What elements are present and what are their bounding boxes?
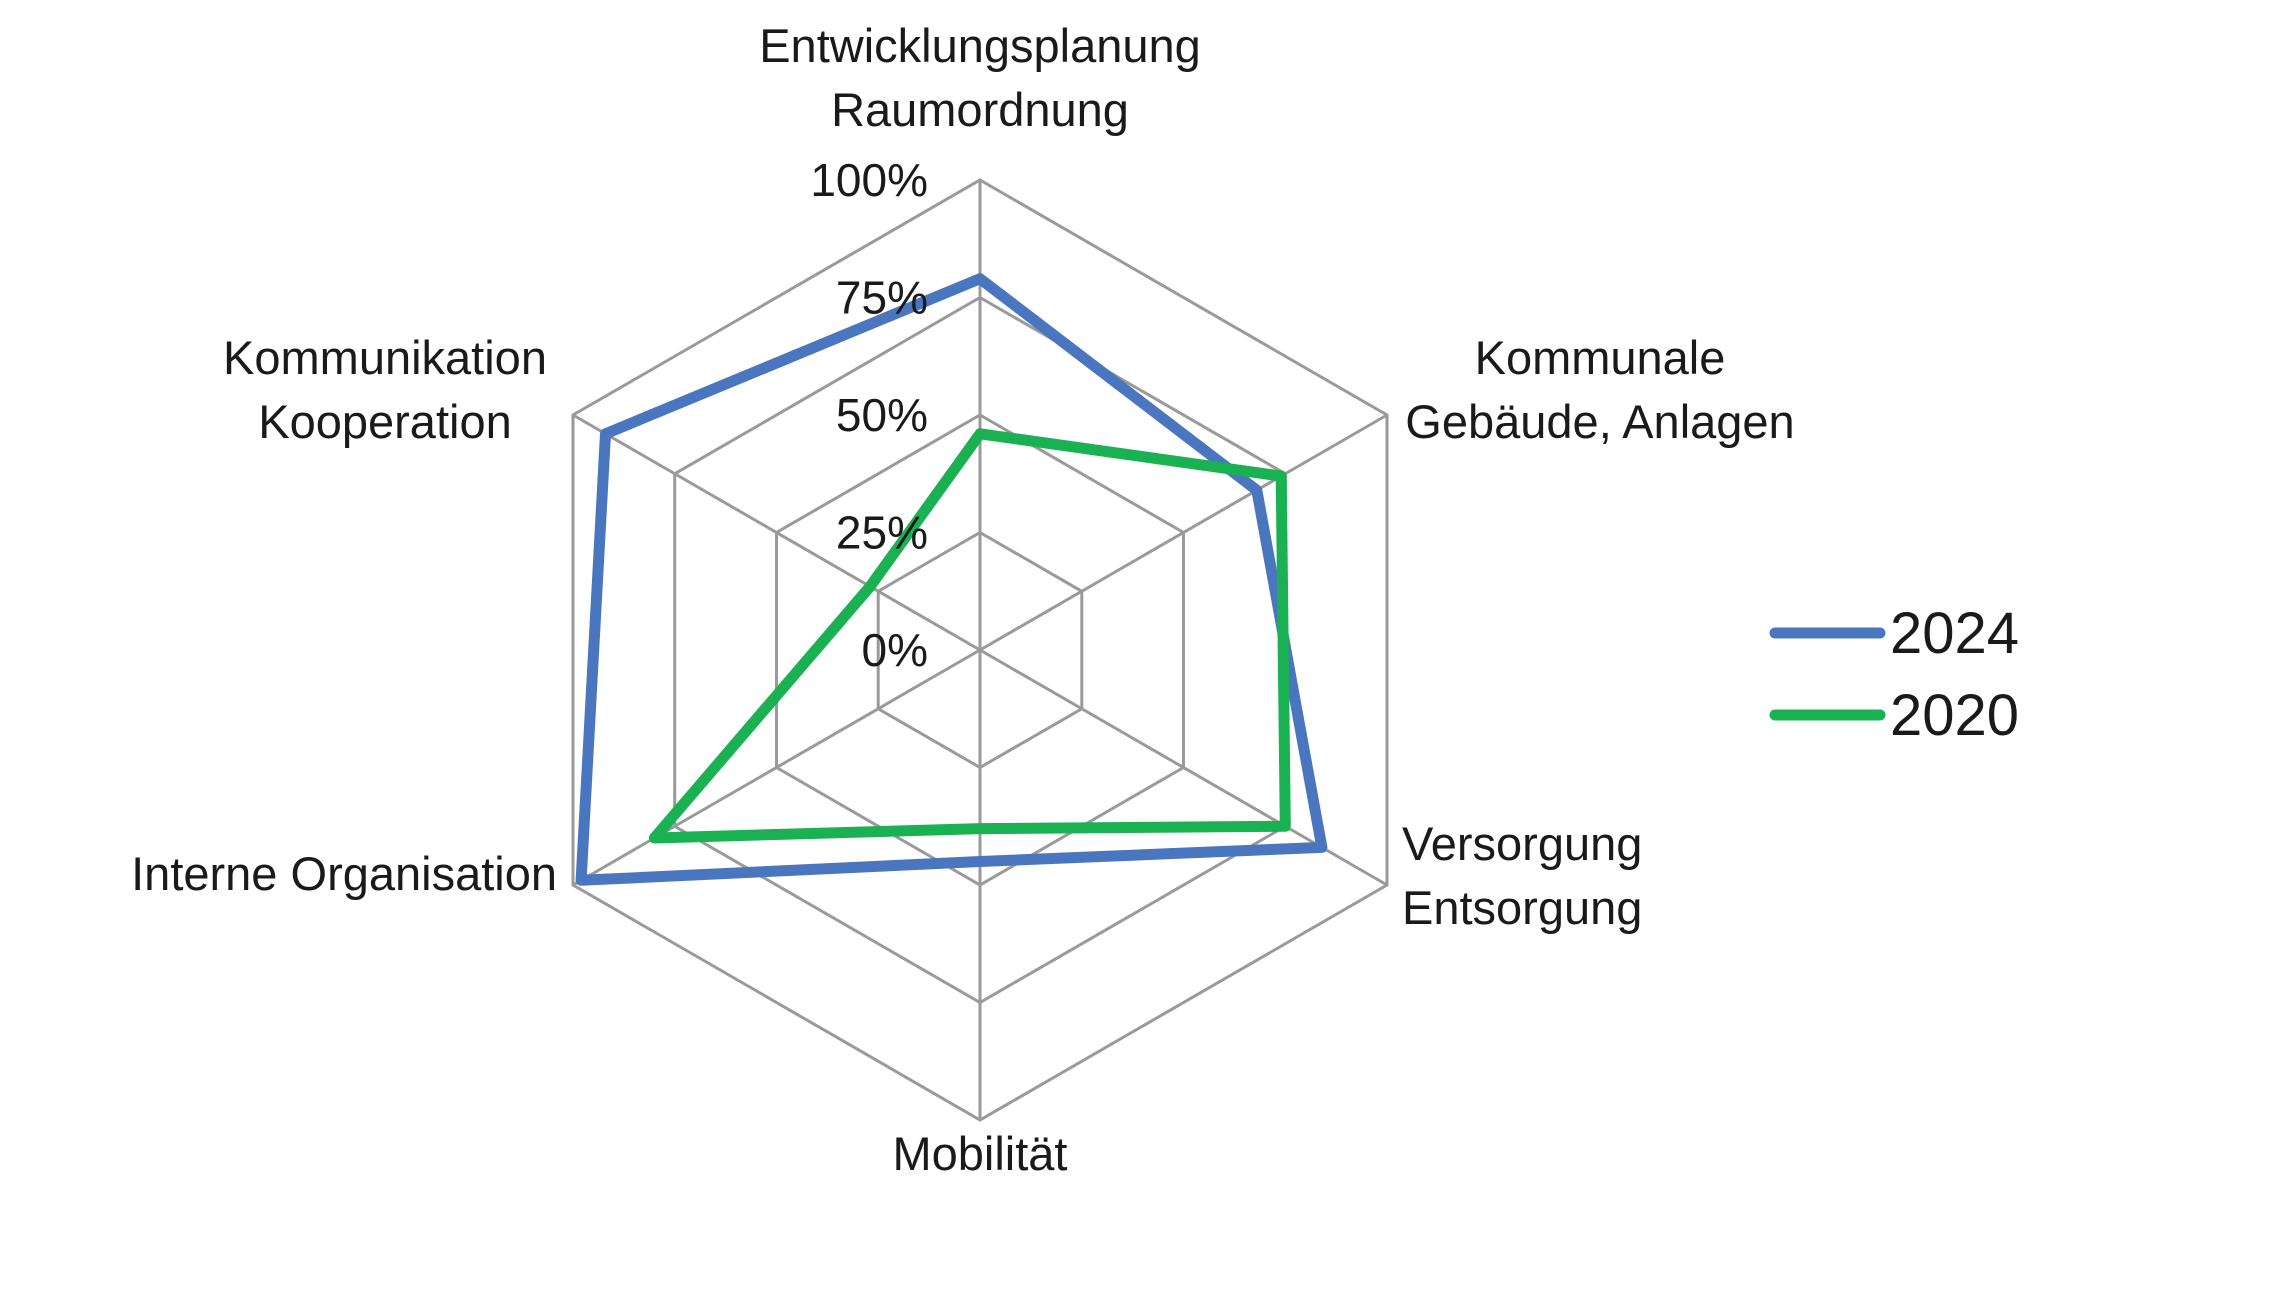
tick-label: 50% [836, 389, 928, 441]
category-labels: Entwicklungsplanung Raumordnung Kommunale G… [131, 19, 1795, 1180]
category-label: Kommunikation Kooperation [223, 331, 547, 448]
tick-label: 100% [810, 154, 928, 206]
category-label: Interne Organisation [131, 847, 557, 900]
axis-spoke [572, 413, 981, 652]
category-label: Versorgung Entsorgung [1402, 817, 1642, 934]
category-label: Kommunale Gebäude, Anlagen [1405, 331, 1794, 448]
series-line-2020 [648, 428, 1291, 844]
grid [571, 178, 1389, 1122]
tick-label: 25% [836, 507, 928, 559]
category-label: Mobilität [892, 1127, 1067, 1180]
radial-tick-labels: 0% 25% 50% 75% 100% [810, 154, 928, 676]
series-line-2024 [575, 273, 1328, 886]
axis-spoke [979, 413, 1388, 652]
tick-label: 75% [836, 272, 928, 324]
legend-label: 2020 [1890, 683, 2019, 748]
legend-label: 2024 [1890, 601, 2019, 666]
legend: 2024 2020 [1769, 601, 2019, 748]
category-label: Entwicklungsplanung Raumordnung [759, 19, 1201, 136]
tick-label: 0% [862, 624, 928, 676]
axis-spoke [572, 648, 981, 887]
series [575, 273, 1328, 886]
